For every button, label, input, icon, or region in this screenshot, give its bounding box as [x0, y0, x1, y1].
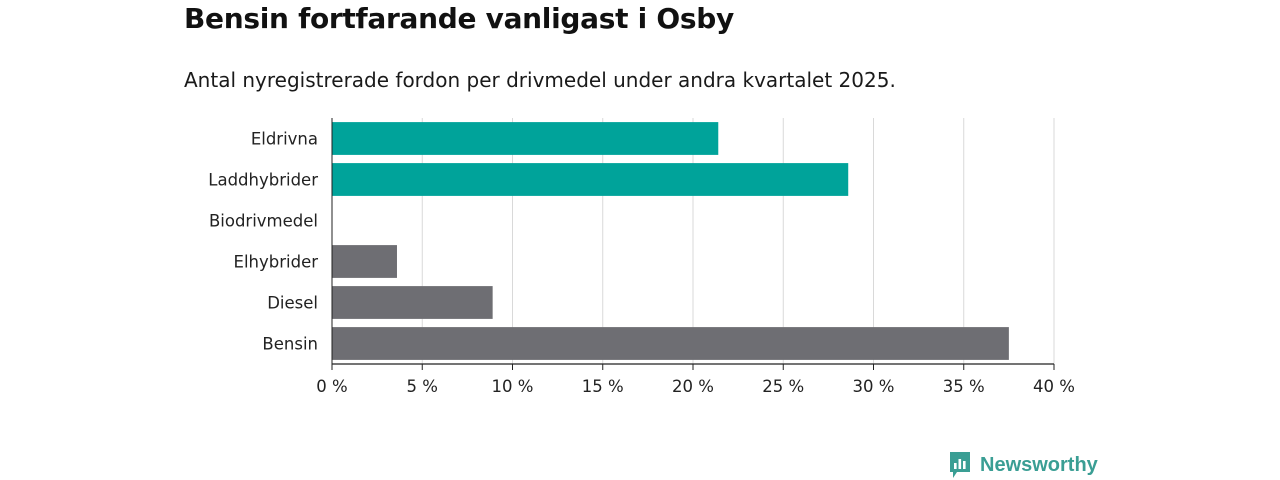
x-tick-label-6: 30 % [853, 377, 895, 396]
bar-chart: Eldrivna Laddhybrider Biodrivmedel Elhybrid… [208, 118, 1075, 396]
x-tick-label-7: 35 % [943, 377, 985, 396]
brand-name: Newsworthy [980, 453, 1098, 476]
x-tick-label-1: 5 % [407, 377, 438, 396]
category-label-1: Laddhybrider [208, 171, 318, 190]
newsworthy-brand: Newsworthy [948, 450, 1098, 480]
bar-4 [332, 286, 493, 319]
chart-subtitle: Antal nyregistrerade fordon per drivmede… [184, 68, 896, 92]
category-label-0: Eldrivna [251, 130, 318, 149]
bar-1 [332, 163, 849, 196]
newsworthy-logo-icon [950, 452, 970, 478]
x-tick-label-2: 10 % [492, 377, 534, 396]
x-tick-label-0: 0 % [316, 377, 347, 396]
x-tick-label-8: 40 % [1033, 377, 1075, 396]
x-tick-label-4: 20 % [672, 377, 714, 396]
x-tick-label-3: 15 % [582, 377, 624, 396]
bar-0 [332, 122, 719, 155]
category-label-2: Biodrivmedel [209, 212, 318, 231]
chart-title: Bensin fortfarande vanligast i Osby [184, 2, 734, 35]
category-label-3: Elhybrider [234, 253, 319, 272]
bar-5 [332, 327, 1009, 360]
bar-3 [332, 245, 397, 278]
x-tick-label-5: 25 % [762, 377, 804, 396]
category-label-5: Bensin [262, 335, 318, 354]
category-label-4: Diesel [267, 294, 318, 313]
